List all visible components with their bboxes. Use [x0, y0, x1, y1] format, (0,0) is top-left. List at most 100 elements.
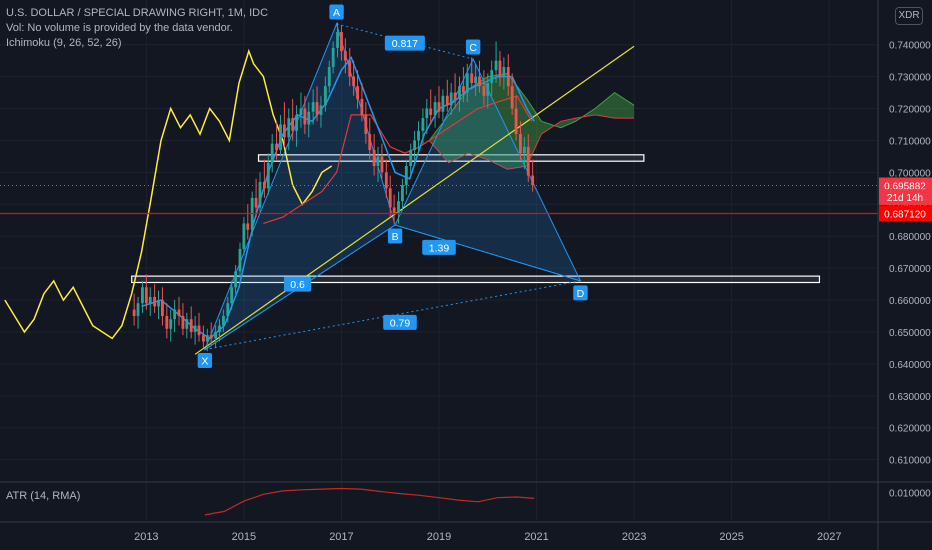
candle-body [157, 300, 160, 307]
candle-body [510, 86, 514, 109]
candle-body [327, 67, 331, 87]
x-tick-label: 2021 [524, 531, 548, 543]
y-tick-label: 0.720000 [889, 105, 931, 116]
candle-body [364, 114, 368, 135]
candle-body [214, 331, 218, 339]
candle-body [400, 185, 404, 202]
candle-body [242, 223, 246, 249]
candle-body [506, 67, 510, 87]
candle-body [201, 335, 205, 342]
currency-badge[interactable]: XDR [895, 7, 923, 25]
candle-body [136, 303, 140, 317]
candle-body [307, 111, 311, 125]
candle-body [141, 287, 144, 304]
candle-body [368, 134, 372, 151]
y-tick-label: 0.740000 [889, 41, 931, 52]
pattern-ratio-label: 0.6 [290, 279, 305, 291]
candle-body [311, 102, 315, 112]
x-tick-label: 2015 [232, 531, 256, 543]
chart-legend: U.S. DOLLAR / SPECIAL DRAWING RIGHT, 1M,… [6, 6, 268, 51]
candle-body [453, 92, 457, 99]
candle-body [230, 287, 234, 304]
trendline [194, 45, 635, 355]
candle-body [360, 98, 364, 115]
pattern-ratio-label-box [384, 35, 425, 51]
senkou-a-line [428, 72, 635, 141]
senkou-b-line [428, 114, 635, 170]
candle-body [295, 114, 298, 131]
candle-body [148, 296, 152, 304]
candle-body [275, 143, 278, 151]
symbol-title: U.S. DOLLAR / SPECIAL DRAWING RIGHT, 1M,… [6, 7, 269, 19]
candle-body [323, 86, 327, 106]
atr-legend: ATR (14, RMA) [6, 490, 81, 502]
support-zone [131, 275, 821, 284]
candle-body [331, 47, 335, 68]
candle-body [169, 319, 173, 329]
y-tick-label: 0.620000 [889, 424, 931, 435]
candle-body [409, 150, 413, 166]
candle-body [303, 108, 307, 125]
candle-body [494, 60, 498, 71]
candle-body [299, 108, 303, 115]
candle-body [514, 108, 518, 135]
pattern-point-label-box [465, 39, 481, 55]
pattern-ratio-label: 1.39 [429, 242, 450, 254]
y-tick-label: 0.640000 [889, 360, 931, 371]
candle-body [437, 102, 441, 112]
pattern-point-label-box [387, 228, 403, 244]
price-axis-label-box [879, 205, 932, 222]
atr-panel: 0.010000 [204, 487, 931, 516]
pattern-point-label: B [392, 231, 399, 243]
pattern-ratio-label-box [383, 314, 417, 330]
candle-body [486, 82, 490, 96]
candle-body [526, 146, 530, 176]
candle-body [282, 124, 286, 138]
pattern-point-label: D [577, 288, 585, 300]
candle-body [380, 156, 384, 173]
candle-body [173, 309, 177, 320]
y-tick-label: 0.650000 [889, 328, 931, 339]
y-tick-label: 0.730000 [889, 73, 931, 84]
candle-body [221, 316, 225, 326]
harmonic-pattern [194, 22, 635, 355]
candle-body [433, 102, 437, 115]
volume-note: Vol: No volume is provided by the data v… [6, 22, 233, 34]
atr-line [204, 487, 535, 516]
x-tick-label: 2025 [719, 531, 743, 543]
candle-body [413, 140, 417, 151]
y-tick-label: 0.670000 [889, 264, 931, 275]
candle-body [343, 51, 347, 61]
candle-body [470, 73, 474, 83]
candle-body [279, 124, 282, 151]
candle-body [218, 325, 221, 332]
y-tick-label: 0.680000 [889, 232, 931, 243]
candle-body [445, 95, 449, 106]
pattern-point-label: A [333, 7, 340, 19]
y-tick-label: 0.630000 [889, 392, 931, 403]
pattern-point-label: X [201, 356, 208, 368]
candle-body [388, 188, 392, 208]
pattern-point-label-box [573, 285, 588, 301]
candle-body [522, 146, 526, 154]
candle-body [356, 86, 359, 99]
candle-body [161, 300, 164, 317]
candle-body [234, 271, 238, 288]
price-axis-label-box [879, 189, 932, 206]
candle-body [531, 175, 535, 186]
overlay: X A B C D 0.817 1.39 0.6 0.79 [0, 4, 878, 369]
candle-body [254, 197, 258, 208]
candle-body [502, 67, 506, 77]
candle-body [397, 201, 400, 214]
candle-body [291, 118, 295, 131]
candle-body [474, 76, 478, 83]
candle-body [372, 150, 376, 166]
pattern-ratio-label-box [283, 276, 312, 292]
candle-body [340, 31, 343, 52]
candle-body [205, 335, 209, 342]
candle-body [429, 108, 433, 115]
candle-body [246, 223, 250, 230]
candle-body [449, 92, 453, 106]
